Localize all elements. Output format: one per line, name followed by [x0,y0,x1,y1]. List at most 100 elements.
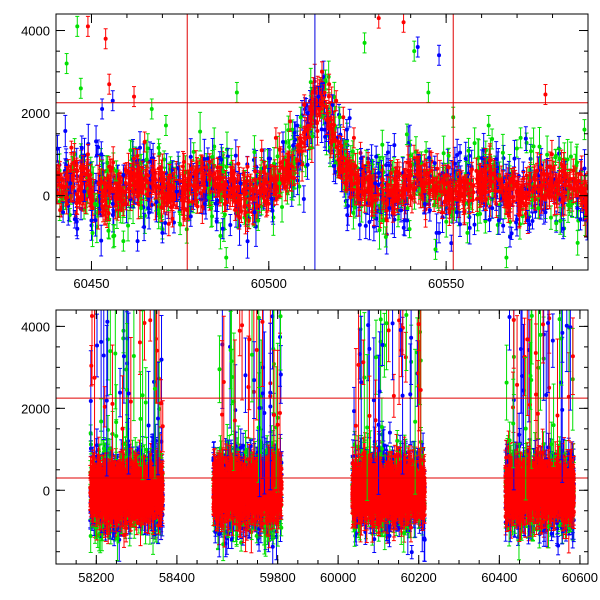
top-band-point-red [547,151,552,182]
top-data-point [167,176,172,198]
top-band-point-red [355,189,360,206]
top-data-point [532,164,537,186]
top-band-point-red [100,190,105,203]
top-data-point [234,81,239,103]
top-band-point-red [281,155,286,182]
top-band-point-red [192,170,197,202]
top-data-point [359,148,364,170]
top-band-point-red [229,165,234,182]
top-data-point [100,98,105,120]
top-band-point-red [131,178,136,206]
top-band-point [455,138,460,172]
top-data-point [107,156,112,178]
top-band-point-red [273,176,278,201]
top-band-point [63,114,68,148]
top-data-point [422,193,427,215]
top-data-point [298,106,303,128]
top-band-point-red [496,173,501,187]
top-band-point [198,111,203,152]
top-band-point-red [82,165,87,183]
top-data-point [68,172,73,194]
top-data-point [288,110,293,132]
top-band-point [472,127,477,159]
top-data-point [578,181,583,203]
top-band-point-red [521,185,526,211]
top-data-points [57,14,587,269]
top-band-point-red [269,166,274,193]
top-band-point-red [551,160,556,176]
top-band-point [441,135,446,171]
top-band-point-red [541,161,546,187]
top-band-point-red [253,156,258,186]
top-ytick-label: 4000 [21,24,50,39]
top-band-point-red [411,182,416,197]
top-band-point-red [348,159,353,173]
top-band-point [380,129,385,160]
top-band-point-red [446,181,451,211]
top-band-point [218,222,223,250]
top-xtick-label: 60450 [73,276,109,291]
top-band-point [496,205,501,235]
bottom-data-bands [88,410,576,564]
top-data-point [110,90,115,112]
top-data-point [117,189,122,211]
top-band-point [297,167,302,206]
top-band-point [206,186,211,209]
top-band-point [374,145,379,168]
top-data-point [128,139,133,161]
top-data-point [195,160,200,182]
top-band-point-red [261,162,266,182]
top-data-point [93,193,98,215]
top-data-point [82,181,87,203]
top-data-bands [56,60,588,259]
top-data-point [64,53,69,75]
top-data-point [121,164,126,186]
top-band-point [290,119,295,140]
top-band-point-red [206,169,211,181]
top-band-point [514,139,519,158]
top-data-point [582,119,587,141]
top-data-point [181,197,186,219]
top-data-point [163,114,168,136]
top-band-point-red [242,182,247,206]
top-data-point [415,36,420,58]
top-band-point-red [507,174,512,204]
top-band-point [166,211,171,237]
top-band-point [466,137,471,164]
top-band-point [404,123,409,146]
top-band-point [345,199,350,232]
top-band-point-red [235,175,240,205]
top-band-point-red [556,182,561,205]
top-band-point-red [419,164,424,195]
top-data-point [107,73,112,95]
top-data-point [153,168,158,190]
top-data-point [121,230,126,252]
top-band-point-red [361,170,366,200]
top-data-point [110,193,115,215]
top-data-point [302,94,307,116]
top-data-point [575,197,580,219]
top-band-point-red [376,188,381,201]
top-data-point [426,81,431,103]
top-band-point-red [222,196,227,212]
top-data-point [273,127,278,149]
top-data-point [78,176,83,198]
top-data-point [259,139,264,161]
top-band-point [214,211,219,232]
top-data-point [543,201,548,223]
top-data-point [295,114,300,136]
top-data-point [394,176,399,198]
top-data-point [405,209,410,231]
top-data-point [323,69,328,91]
top-band-point [467,211,472,245]
top-band-point-red [302,117,307,147]
top-data-point [568,168,573,190]
top-band-point [524,132,529,154]
top-band-point-red [291,170,296,187]
top-band-point-red [350,181,355,198]
top-band-point [530,212,535,230]
top-band-point-red [369,185,374,201]
top-band-point-red [251,187,256,209]
top-band-point [363,212,368,240]
